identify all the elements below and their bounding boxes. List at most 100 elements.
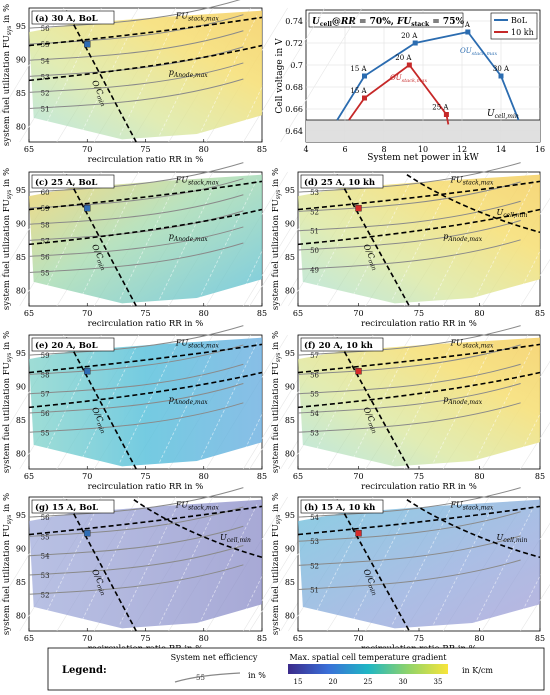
guide-line: [198, 341, 258, 463]
panel-b-voltage-chart: 15 A20 A25 A30 A15 A20 A25 A 46810121416…: [275, 9, 545, 163]
ucell-min-boundary: [406, 174, 541, 234]
x-tick-label: 80: [199, 145, 209, 154]
efficiency-contour-label: 58: [41, 371, 50, 379]
guide-line: [159, 503, 219, 625]
guide-line: [515, 230, 550, 300]
panel-title: (a) 30 A, BoL: [35, 13, 98, 24]
guide-line: [474, 178, 536, 300]
efficiency-contour-label: 51: [310, 586, 319, 594]
fu-stack-max-boundary: [28, 505, 263, 536]
y-tick-label: 80: [16, 286, 26, 295]
panel-title-box: [300, 337, 384, 352]
guide-line: [40, 178, 100, 300]
efficiency-contour: [297, 239, 521, 270]
background-grid-line: [520, 258, 550, 307]
guide-line: [198, 503, 258, 625]
feasible-region: [29, 337, 262, 467]
panel-title: (d) 25 A, 10 kh: [304, 177, 375, 188]
panel-b-y-ticks: 0.640.660.680.70.720.74: [285, 17, 303, 136]
y-tick-label: 85: [16, 416, 26, 425]
efficiency-contour: [28, 162, 244, 193]
panel-a: 565554535251FUstack,maxpAnode,maxO/Cmin(…: [0, 0, 363, 165]
panel-b-title-box: [308, 12, 464, 28]
fu-stack-max-label: FUstack,max: [449, 176, 494, 187]
panel-title-box: [300, 174, 384, 189]
panel-b-y-tick-label: 0.68: [285, 83, 303, 92]
efficiency-contour-label: 59: [41, 205, 50, 213]
legend-gradient-bar: [288, 664, 448, 674]
p-anode-max-boundary: [28, 208, 263, 246]
efficiency-contour: [28, 62, 244, 93]
efficiency-contour: [297, 511, 521, 542]
y-tick-label: 90: [16, 544, 26, 553]
x-tick-label: 70: [82, 309, 92, 318]
y-tick-label: 95: [16, 511, 26, 520]
legend-efficiency-unit: in %: [248, 671, 266, 680]
x-tick-label: 80: [474, 472, 484, 481]
contour-panels: 565554535251FUstack,maxpAnode,maxO/Cmin(…: [0, 0, 550, 654]
y-tick-label: 95: [285, 511, 295, 520]
efficiency-contour: [28, 564, 244, 595]
panel-title-box: [31, 337, 115, 352]
y-tick-label: 80: [285, 449, 295, 458]
legend-gradient-tick-label: 30: [399, 678, 408, 686]
operating-point-marker: [355, 529, 362, 537]
feasible-region: [298, 499, 540, 629]
series-line-bol: [336, 31, 520, 121]
x-tick-label: 70: [82, 145, 92, 154]
panel-b-x-tick-label: 14: [496, 145, 506, 154]
p-anode-max-boundary: [297, 371, 541, 409]
legend-gradient-tick-label: 25: [364, 678, 373, 686]
x-tick-label: 70: [353, 472, 363, 481]
oc-min-boundary: [336, 337, 411, 470]
legend-gradient-unit: in K/cm: [462, 666, 493, 675]
efficiency-contour-label: 55: [41, 41, 50, 49]
efficiency-contour-label: 52: [41, 89, 50, 97]
panel-title-box: [31, 174, 115, 189]
data-point-10kh: [443, 112, 449, 117]
guide-line: [433, 178, 495, 300]
panel-b-x-tick-label: 4: [303, 145, 308, 154]
x-axis-label: recirculation ratio RR in %: [88, 155, 204, 165]
guide-line: [159, 14, 219, 136]
x-tick-label: 65: [24, 472, 34, 481]
legend-efficiency-sample-value: 55: [196, 674, 205, 682]
legend-10kh-label: 10 kh: [511, 28, 534, 37]
x-tick-label: 75: [140, 472, 150, 481]
efficiency-contour-label: 55: [310, 391, 319, 399]
x-tick-label: 75: [414, 309, 424, 318]
y-tick-label: 95: [16, 22, 26, 31]
background-grid-line: [520, 421, 550, 470]
data-point-bol: [412, 40, 418, 46]
y-tick-label: 80: [16, 611, 26, 620]
fu-stack-max-label: FUstack,max: [175, 12, 220, 23]
fu-stack-max-label: FUstack,max: [175, 176, 220, 187]
legend-gradient-tick-label: 20: [329, 678, 338, 686]
background-grid-line: [243, 7, 326, 143]
efficiency-contour: [28, 402, 244, 433]
guide-line: [159, 178, 219, 300]
guide-line: [159, 341, 219, 463]
efficiency-contour: [28, 78, 244, 109]
oc-min-boundary: [65, 10, 137, 143]
data-point-bol: [465, 29, 471, 35]
efficiency-contour-label: 53: [310, 538, 319, 546]
guide-line: [309, 178, 371, 300]
panel-b-series: 15 A20 A25 A30 A15 A20 A25 A: [336, 21, 520, 125]
efficiency-contour-label: 53: [41, 572, 50, 580]
panel-title-box: [31, 10, 115, 25]
efficiency-contour-label: 56: [41, 253, 50, 261]
feasible-region: [29, 174, 262, 304]
operating-point-marker: [355, 204, 362, 212]
y-tick-label: 80: [285, 611, 295, 620]
efficiency-contour-label: 57: [41, 391, 50, 399]
efficiency-contour: [28, 344, 244, 375]
legend-bol-label: BoL: [511, 16, 528, 25]
ucell-min-label: Ucell,min: [496, 533, 527, 544]
y-tick-label: 85: [285, 578, 295, 587]
panel-b-legend-box: [490, 12, 538, 40]
panel-e: 5958575655FUstack,maxpAnode,maxO/Cmin(e)…: [0, 325, 363, 492]
efficiency-contour: [28, 242, 244, 273]
x-axis-label: recirculation ratio RR in %: [361, 319, 477, 329]
